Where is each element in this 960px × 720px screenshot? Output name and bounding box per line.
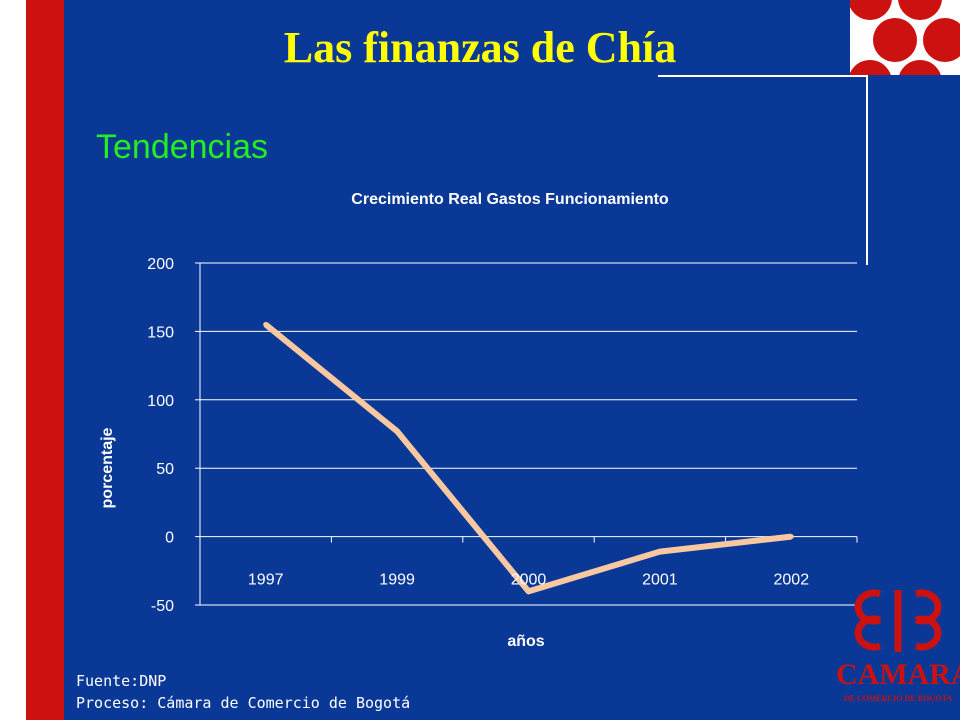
data-point <box>657 549 663 555</box>
camara-logo-mark <box>854 589 942 652</box>
process-line: Proceso: Cámara de Comercio de Bogotá <box>76 694 411 712</box>
logo-tagline: DE COMERCIO DE BOGOTA <box>843 694 953 703</box>
title-vertical-rule <box>866 75 868 265</box>
data-point <box>263 322 269 328</box>
x-tick-label: 2000 <box>511 572 547 589</box>
x-tick-label: 1999 <box>379 572 415 589</box>
x-tick-label: 2001 <box>642 572 678 589</box>
slide-title: Las finanzas de Chía <box>283 23 677 72</box>
slide-subtitle: Tendencias <box>96 128 269 166</box>
y-axis-label: porcentaje <box>99 427 116 508</box>
x-tick-label: 2002 <box>774 572 810 589</box>
data-point <box>788 534 794 540</box>
data-point <box>526 588 531 594</box>
y-tick-label: 50 <box>156 461 174 478</box>
series-line <box>263 322 792 595</box>
data-point <box>394 428 400 434</box>
decorative-logo-pattern <box>850 0 960 75</box>
y-tick-label: -50 <box>151 598 174 615</box>
y-tick-label: 0 <box>165 530 174 547</box>
left-red-bar <box>26 0 64 720</box>
y-tick-label: 150 <box>147 324 174 341</box>
chart-title: Crecimiento Real Gastos Funcionamiento <box>351 191 669 208</box>
logo-name: CAMARA <box>836 658 960 691</box>
source-line: Fuente:DNP <box>76 672 167 690</box>
left-white-strip <box>0 0 26 720</box>
y-tick-label: 200 <box>147 256 174 273</box>
title-underline <box>658 75 868 77</box>
y-tick-label: 100 <box>147 393 174 410</box>
x-axis-label: años <box>507 633 544 650</box>
source-note: Fuente:DNP Proceso: Cámara de Comercio d… <box>76 670 410 714</box>
camara-logo: CAMARA DE COMERCIO DE BOGOTA <box>836 586 960 720</box>
x-tick-label: 1997 <box>248 572 284 589</box>
